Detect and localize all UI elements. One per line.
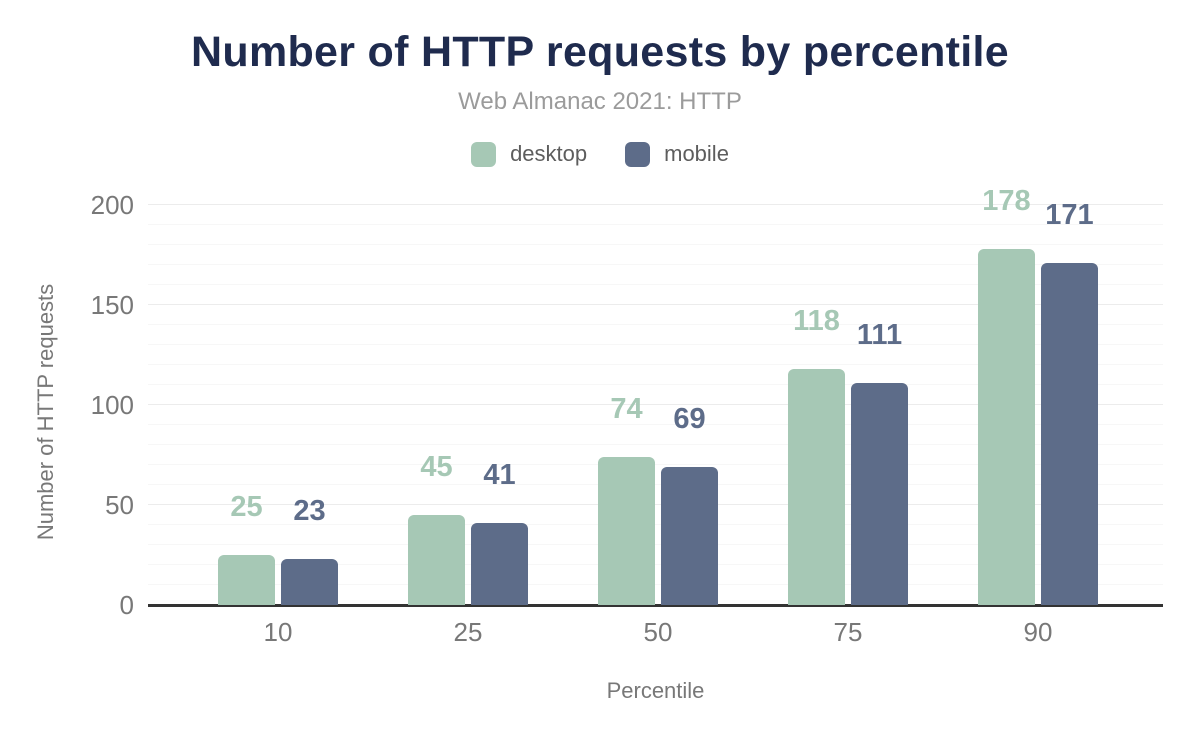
bar-mobile-p75[interactable] — [851, 383, 908, 605]
legend-label-mobile: mobile — [664, 141, 729, 166]
x-tick-50: 50 — [643, 617, 673, 647]
gridline-minor-80 — [148, 444, 1163, 445]
value-label-desktop-p10: 25 — [230, 491, 263, 524]
gridline-minor-110 — [148, 384, 1163, 385]
x-tick-75: 75 — [833, 617, 863, 647]
legend-item-mobile[interactable]: mobile — [625, 141, 729, 167]
x-axis-line — [148, 604, 1163, 607]
bar-mobile-p90[interactable] — [1041, 263, 1098, 605]
gridline-minor-10 — [148, 584, 1163, 585]
legend-item-desktop[interactable]: desktop — [471, 141, 587, 167]
y-tick-200: 200 — [90, 190, 134, 220]
bar-desktop-p25[interactable] — [408, 515, 465, 605]
gridline-major-50 — [148, 504, 1163, 505]
value-label-mobile-p75: 111 — [856, 319, 903, 352]
gridline-minor-190 — [148, 224, 1163, 225]
gridline-minor-30 — [148, 544, 1163, 545]
gridline-major-200 — [148, 204, 1163, 205]
chart-title: Number of HTTP requests by percentile — [191, 28, 1009, 76]
value-label-desktop-p25: 45 — [420, 451, 453, 484]
value-label-desktop-p50: 74 — [610, 393, 643, 426]
gridline-minor-180 — [148, 244, 1163, 245]
bar-mobile-p10[interactable] — [281, 559, 338, 605]
y-tick-0: 0 — [119, 590, 134, 620]
gridline-minor-20 — [148, 564, 1163, 565]
gridline-minor-40 — [148, 524, 1163, 525]
value-label-desktop-p90: 178 — [982, 185, 1031, 218]
gridline-minor-120 — [148, 364, 1163, 365]
gridline-major-150 — [148, 304, 1163, 305]
gridline-minor-170 — [148, 264, 1163, 265]
y-tick-150: 150 — [90, 290, 134, 320]
plot-area: 0 50 100 150 200 10 25 23 25 45 41 50 74 69 75 118 111 90… — [91, 185, 1163, 647]
gridline-minor-160 — [148, 284, 1163, 285]
bar-desktop-p10[interactable] — [218, 555, 275, 605]
gridline-minor-90 — [148, 424, 1163, 425]
value-label-mobile-p25: 41 — [483, 459, 516, 492]
value-label-desktop-p75: 118 — [793, 305, 840, 338]
legend: desktop mobile — [0, 141, 1200, 167]
gridline-minor-70 — [148, 464, 1163, 465]
bar-mobile-p25[interactable] — [471, 523, 528, 605]
y-tick-100: 100 — [90, 390, 134, 420]
x-tick-10: 10 — [263, 617, 293, 647]
gridline-major-100 — [148, 404, 1163, 405]
bar-desktop-p90[interactable] — [978, 249, 1035, 605]
value-label-mobile-p50: 69 — [673, 403, 706, 436]
chart-subtitle: Web Almanac 2021: HTTP — [458, 88, 742, 115]
x-axis-title: Percentile — [606, 678, 705, 703]
x-tick-25: 25 — [453, 617, 483, 647]
desktop-legend-swatch-icon — [471, 141, 497, 167]
bar-desktop-p75[interactable] — [788, 369, 845, 605]
x-tick-90: 90 — [1023, 617, 1053, 647]
value-label-mobile-p10: 23 — [293, 495, 326, 528]
y-tick-50: 50 — [105, 490, 134, 520]
bar-desktop-p50[interactable] — [598, 457, 655, 605]
gridline-minor-130 — [148, 344, 1163, 345]
gridline-minor-60 — [148, 484, 1163, 485]
bar-mobile-p50[interactable] — [661, 467, 718, 605]
mobile-legend-swatch-icon — [625, 141, 651, 167]
gridline-minor-140 — [148, 324, 1163, 325]
legend-label-desktop: desktop — [510, 141, 588, 166]
value-label-mobile-p90: 171 — [1045, 199, 1094, 232]
